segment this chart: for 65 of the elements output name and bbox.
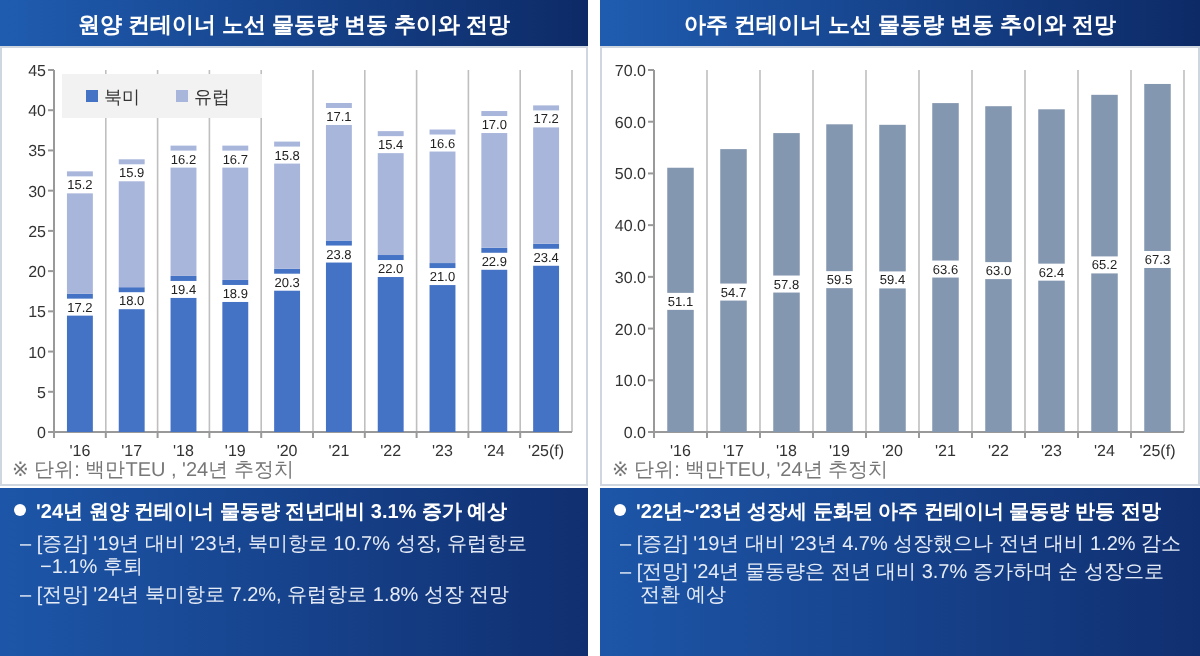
y-tick-label: 30 [28,182,48,201]
y-tick-label: 15 [28,303,48,322]
y-tick-label: 0.0 [623,424,648,442]
x-tick-label: '25(f) [1139,442,1177,460]
bar [985,106,1012,432]
x-tick-label: '16 [670,442,693,460]
bar [720,149,747,432]
text: '24년 원양 컨테이너 물동량 전년대비 3.1% 증가 예상 [36,502,508,524]
y-tick-label: 45 [28,62,48,80]
x-tick-label: '17 [723,442,746,460]
text: ※ 단위: 백만TEU, '24년 추정치 [612,460,889,482]
y-tick-label: 0 [37,424,48,442]
legend-label: 북미 [104,87,140,107]
bar [325,240,352,432]
y-tick-label: 20.0 [614,320,648,339]
y-tick-label: 30.0 [614,268,648,287]
bar [1038,109,1065,432]
x-tick-label: '18 [776,442,799,460]
bar [1091,94,1118,432]
y-tick-label: 60.0 [614,113,648,132]
x-tick-label: '20 [276,442,299,460]
x-tick-label: '17 [121,442,144,460]
y-tick-label: 20 [28,263,48,282]
x-tick-label: '25(f) [528,442,565,460]
x-tick-label: '19 [829,442,852,460]
bar [667,167,694,432]
chart-title: 원양 컨테이너 노선 물동량 변동 추이와 전망 [77,14,511,38]
bar [773,133,800,432]
bar [1144,83,1171,432]
y-tick-label: 50.0 [614,165,648,184]
bar [826,124,853,432]
text: – [전망] '24년 물동량은 전년 대비 3.7% 증가하며 순 성장으로 전환 예상 [620,562,1164,607]
y-tick-label: 5 [37,383,48,402]
chart-title: 아주 컨테이너 노선 물동량 변동 추이와 전망 [683,14,1117,38]
x-tick-label: '19 [224,442,247,460]
x-tick-label: '23 [432,442,455,460]
y-tick-label: 10 [28,343,48,362]
y-tick-label: 40.0 [614,217,648,236]
text: – [전망] '24년 북미항로 7.2%, 유럽항로 1.8% 성장 전망 [20,585,510,607]
text: – [증감] '19년 대비 '23년, 북미항로 10.7% 성장, 유럽항로 −1.1% 후퇴 [20,534,527,579]
text: '22년~'23년 성장세 둔화된 아주 컨테이너 물동량 반등 전망 [636,502,1161,524]
y-tick-label: 70.0 [614,62,648,80]
bar [377,255,404,432]
y-tick-label: 25 [28,222,48,241]
y-tick-label: 10.0 [614,372,648,391]
x-tick-label: '21 [328,442,351,460]
y-tick-label: 40 [28,102,48,121]
bar [274,268,301,432]
bar [533,243,560,432]
bar [879,124,906,432]
x-tick-label: '24 [1094,442,1117,460]
y-tick-label: 35 [28,142,48,161]
text: – [증감] '19년 대비 '23년 4.7% 성장했으나 전년 대비 1.2% 감소 [620,534,1182,556]
text: ※ 단위: 백만TEU , '24년 추정치 [12,460,294,482]
bar [481,247,508,432]
bar [932,103,959,432]
x-tick-label: '23 [1041,442,1064,460]
x-tick-label: '21 [935,442,958,460]
x-tick-label: '20 [882,442,905,460]
x-tick-label: '18 [173,442,196,460]
x-tick-label: '22 [380,442,403,460]
x-tick-label: '16 [69,442,92,460]
x-tick-label: '22 [988,442,1011,460]
x-tick-label: '24 [483,442,506,460]
legend-label: 유럽 [194,87,230,107]
